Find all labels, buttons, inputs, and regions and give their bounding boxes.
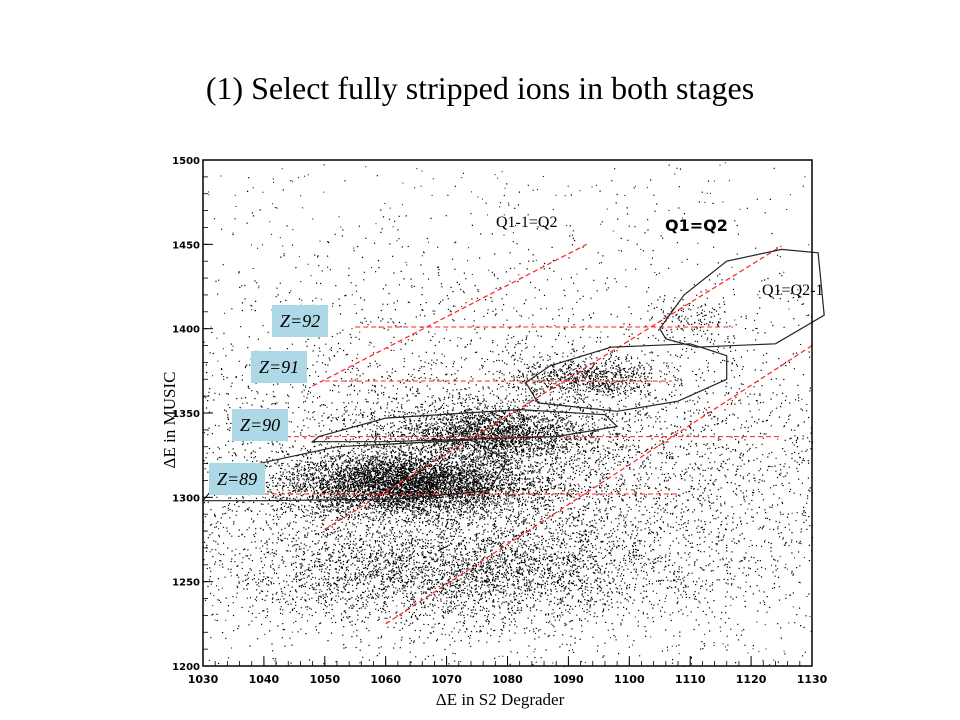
y-ticks: 1200 1250 1300 1350 1400 1450 1500	[172, 156, 213, 673]
q1-eq-q2m1-annotation: Q1=Q2-1	[762, 282, 824, 299]
gate-polygon	[201, 439, 509, 502]
x-tick-label: 1070	[431, 673, 462, 686]
y-tick-label: 1450	[172, 240, 200, 251]
x-tick-label: 1050	[309, 673, 340, 686]
x-tick-label: 1080	[492, 673, 523, 686]
scatter-points	[203, 162, 814, 668]
z90-label: Z=90	[232, 409, 289, 441]
y-tick-label: 1400	[172, 325, 200, 336]
gate-polygon	[524, 343, 728, 412]
slide-title: (1) Select fully stripped ions in both s…	[205, 70, 755, 106]
gate-polygons	[201, 248, 825, 502]
charge-state-line	[324, 245, 782, 530]
gate-polygon	[310, 408, 619, 443]
z92-label: Z=92	[272, 305, 329, 337]
q1-eq-q2-annotation: Q1=Q2	[665, 216, 728, 235]
x-tick-label: 1060	[370, 673, 401, 686]
axes-frame	[202, 159, 813, 667]
z91-label: Z=91	[251, 351, 308, 383]
x-tick-label: 1120	[736, 673, 767, 686]
charge-state-lines	[312, 243, 813, 625]
x-axis-label: ΔE in S2 Degrader	[435, 690, 565, 709]
y-tick-label: 1350	[172, 409, 200, 420]
x-tick-label: 1090	[553, 673, 584, 686]
x-tick-label: 1110	[675, 673, 706, 686]
y-tick-label: 1500	[172, 156, 200, 167]
x-tick-label: 1130	[797, 673, 828, 686]
q1m1-eq-q2-annotation: Q1-1=Q2	[496, 214, 558, 231]
charge-state-line	[385, 345, 813, 625]
scatter-dots	[203, 162, 814, 668]
x-tick-label: 1100	[614, 673, 645, 686]
y-axis-label: ΔE in MUSIC	[160, 371, 179, 469]
x-tick-label: 1040	[249, 673, 280, 686]
y-tick-label: 1300	[172, 493, 200, 504]
x-ticks: 1030 1040 1050 1060 1070 1080 1090 1100 1110 1120…	[188, 656, 828, 686]
z89-label: Z=89	[209, 463, 266, 495]
charge-state-line	[312, 243, 587, 387]
y-tick-label: 1200	[172, 662, 200, 673]
plot-frame	[202, 159, 813, 667]
y-tick-label: 1250	[172, 578, 200, 589]
x-tick-label: 1030	[188, 673, 219, 686]
gate-polygon	[659, 248, 825, 348]
z-reference-lines	[263, 326, 782, 495]
